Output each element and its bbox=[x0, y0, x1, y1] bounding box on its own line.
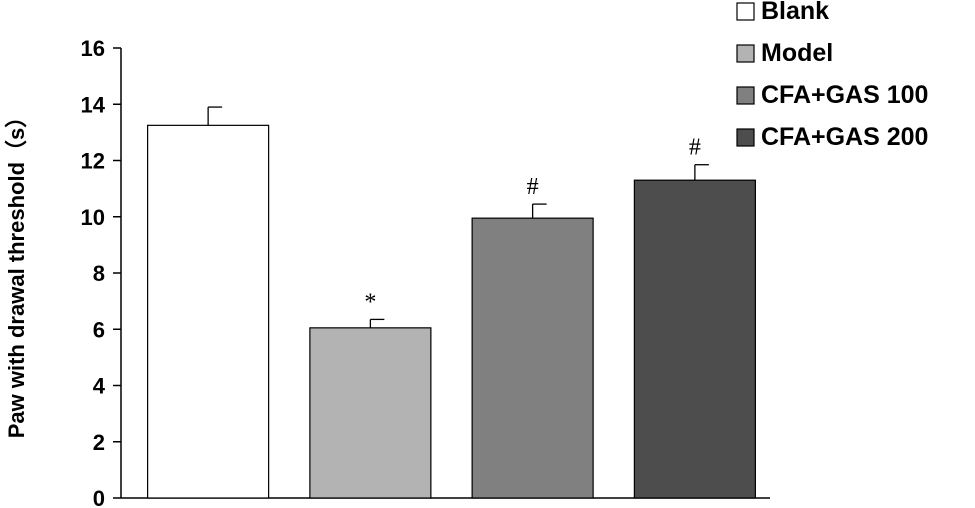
y-tick-label: 8 bbox=[93, 261, 105, 286]
legend-swatch bbox=[736, 2, 755, 21]
y-axis-label: Paw with drawal threshold（s） bbox=[4, 106, 29, 439]
y-tick-label: 12 bbox=[81, 149, 105, 174]
error-bars bbox=[207, 106, 709, 328]
y-tick-label: 14 bbox=[81, 92, 106, 117]
significance-marks: * # # bbox=[364, 135, 701, 316]
bar-model bbox=[309, 327, 432, 499]
legend-swatch bbox=[736, 86, 755, 105]
bar-cfa-gas-200 bbox=[633, 179, 756, 499]
legend-swatch bbox=[736, 128, 755, 147]
bar-blank bbox=[147, 124, 270, 499]
y-tick-label: 0 bbox=[93, 486, 105, 508]
y-tick-label: 4 bbox=[93, 374, 106, 399]
y-tick-label: 10 bbox=[81, 205, 105, 230]
significance-mark: # bbox=[527, 174, 539, 200]
legend-label: Model bbox=[761, 39, 833, 67]
y-tick-label: 16 bbox=[81, 36, 105, 61]
significance-mark: * bbox=[364, 289, 376, 315]
y-tick-label: 6 bbox=[93, 317, 105, 342]
bar-cfa-gas-100 bbox=[471, 217, 594, 499]
legend-swatch bbox=[736, 44, 755, 63]
y-tick-label: 2 bbox=[93, 430, 105, 455]
legend-label: Blank bbox=[761, 0, 829, 25]
legend-label: CFA+GAS 100 bbox=[761, 81, 928, 109]
legend-label: CFA+GAS 200 bbox=[761, 123, 928, 151]
significance-mark: # bbox=[689, 135, 701, 161]
y-axis: 0 2 4 6 8 10 12 14 16 bbox=[81, 36, 770, 508]
bars bbox=[147, 124, 756, 499]
legend: Blank Model CFA+GAS 100 CFA+GAS 200 bbox=[736, 0, 928, 151]
